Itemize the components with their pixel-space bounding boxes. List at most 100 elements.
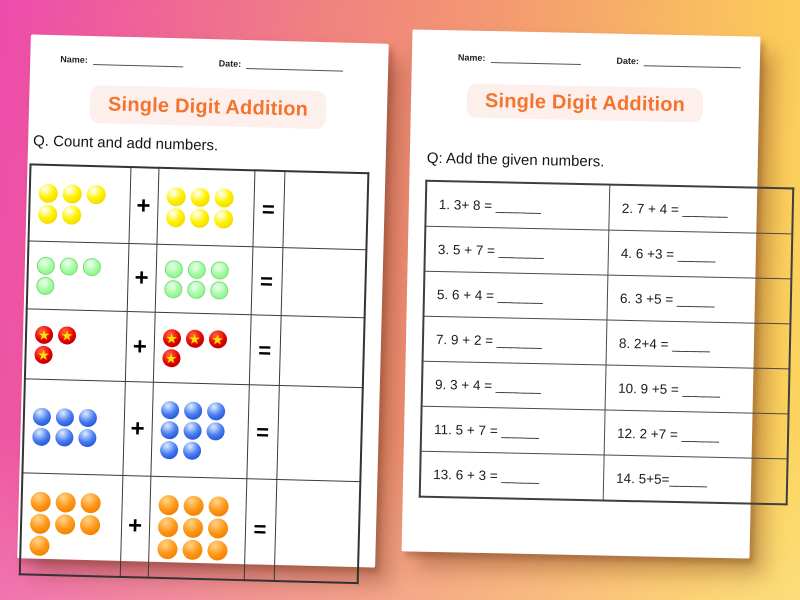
table-row: 11. 5 + 7 = _____ 12. 2 +7 = _____ [420,406,789,459]
problem-cell: 1. 3+ 8 = ______ [425,180,610,231]
orange-ball [157,494,179,516]
ball-row [34,345,125,365]
blue-ball [206,401,225,421]
orange-ball [30,491,51,513]
problem-cell: 5. 6 + 4 = ______ [423,271,608,321]
equals-sign: = [252,170,285,248]
red-star-ball [162,328,181,347]
ball-row [165,207,252,229]
blue-ball [205,421,225,441]
table-row: 5. 6 + 4 = ______ 6. 3 +5 = _____ [423,271,792,324]
table-row: + = [19,472,361,584]
ball-group [165,186,253,229]
green-ball [209,280,229,300]
table-row: 13. 6 + 3 = _____ 14. 5+5=_____ [419,451,788,505]
answer-cell [278,315,365,388]
orange-ball [54,514,76,535]
problem-cell: 4. 6 +3 = _____ [607,230,793,279]
orange-ball [182,495,204,517]
ball-group [37,183,130,225]
ball-group [159,400,247,460]
ball-row [36,256,128,276]
yellow-ball [61,204,82,225]
orange-ball [182,517,203,539]
problem-cell: 9. 3 + 4 = ______ [421,361,607,411]
ball-group [36,256,127,296]
problem-cell: 7. 9 + 2 = ______ [422,316,607,366]
blue-ball [32,427,51,446]
ball-row [32,407,124,427]
orange-ball [181,539,203,561]
ball-group-cell [150,382,249,479]
orange-ball [80,492,101,514]
green-ball [186,280,206,299]
orange-ball [206,540,228,561]
ball-group-cell [26,240,129,312]
plus-sign: + [128,167,159,245]
ball-group [163,259,252,300]
yellow-ball [38,183,59,203]
ball-row [159,440,246,460]
yellow-ball [213,208,233,229]
ball-group-cell [156,167,255,247]
ball-row [36,276,127,296]
green-ball [210,260,229,280]
blue-ball [32,407,52,426]
ball-row [162,328,249,349]
ball-group [32,407,123,447]
table-row: + = [26,240,367,318]
equals-sign: = [250,246,283,316]
ball-row [38,183,130,204]
ball-group-cell [22,378,125,476]
worksheet-title: Single Digit Addition [466,83,704,123]
green-ball [82,257,102,276]
table-row: 7. 9 + 2 = ______ 8. 2+4 = _____ [422,316,791,369]
yellow-ball [37,204,58,224]
green-ball [59,256,79,276]
table-row: + = [22,378,363,482]
red-star-ball [185,329,204,348]
name-date-row: Name: Date: [60,53,344,72]
ball-row [159,420,247,441]
green-ball [36,256,56,275]
addition-problems-table: 1. 3+ 8 = ______ 2. 7 + 4 = ______ 3. 5 … [418,179,795,506]
orange-ball [207,518,228,539]
green-ball [163,279,183,298]
ball-row [30,491,121,514]
blue-ball [55,427,74,447]
yellow-ball [213,187,234,208]
ball-group [34,325,125,365]
answer-cell [276,385,363,482]
red-star-ball [208,329,227,349]
yellow-ball [189,187,210,207]
blue-ball [183,401,202,420]
yellow-ball [86,184,107,204]
ball-group-cell [24,308,127,382]
count-and-add-table: + = + = + = + [18,163,370,585]
ball-row [29,513,121,536]
equals-sign: = [243,478,277,581]
name-blank-line [490,52,581,65]
ball-group-cell [147,476,247,581]
plus-sign: + [119,475,151,578]
ball-group-cell [154,244,253,315]
problem-cell: 12. 2 +7 = _____ [604,410,789,459]
table-row: 1. 3+ 8 = ______ 2. 7 + 4 = ______ [425,180,794,234]
date-blank-line [643,55,742,69]
ball-group [156,494,246,561]
problem-cell: 3. 5 + 7 = ______ [424,226,609,276]
problem-cell: 6. 3 +5 = _____ [606,275,792,324]
green-ball [187,260,206,279]
ball-row [161,348,249,368]
date-blank-line [246,58,344,72]
problem-cell: 10. 9 +5 = _____ [605,365,790,414]
blue-ball [78,428,97,447]
answer-cell [282,171,369,250]
ball-row [157,516,244,539]
date-label: Date: [218,58,242,69]
answer-cell [273,479,361,584]
equals-sign: = [246,384,279,480]
name-label: Name: [457,52,486,63]
orange-ball [156,538,178,560]
